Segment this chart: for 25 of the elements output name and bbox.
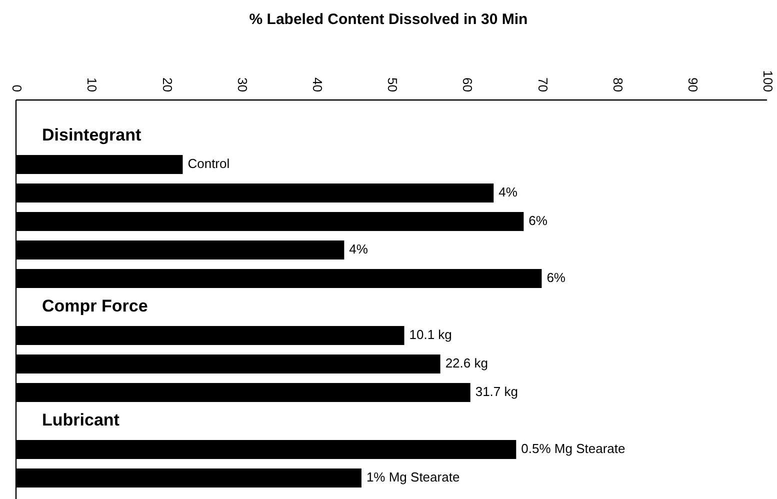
- x-tick-label: 70: [535, 78, 550, 92]
- y-tick-label: Lubricant: [42, 410, 120, 430]
- y-tick-label: Disintegrant: [42, 125, 142, 144]
- x-tick-label: 0: [10, 84, 25, 92]
- y-tick-label: 10.1 kg: [409, 326, 452, 342]
- y-tick-label: 0.5% Mg Stearate: [521, 440, 626, 456]
- y-tick-label: Compr Force: [42, 296, 148, 316]
- x-tick-label: 80: [610, 78, 626, 92]
- x-tick-label: 10: [84, 78, 100, 92]
- y-tick-label: 1% Mg Stearate: [366, 469, 460, 484]
- chart-title: % Labeled Content Dissolved in 30 Min: [249, 11, 528, 28]
- x-tick-label: 90: [685, 78, 700, 92]
- x-tick-label: 100: [760, 70, 776, 92]
- x-tick-label: 30: [234, 78, 250, 92]
- y-tick-label: Control: [188, 156, 230, 171]
- y-tick-label: 22.6 kg: [445, 355, 488, 370]
- y-tick-label: 6%: [546, 270, 566, 285]
- x-tick-label: 40: [310, 78, 325, 92]
- x-tick-label: 50: [385, 78, 400, 92]
- x-tick-label: 20: [160, 78, 175, 92]
- y-tick-label: 31.7 kg: [475, 384, 518, 399]
- y-tick-label: 6%: [528, 212, 548, 228]
- y-tick-label: 4%: [349, 241, 368, 256]
- y-tick-label: 4%: [498, 184, 518, 200]
- x-tick-label: 60: [460, 78, 476, 92]
